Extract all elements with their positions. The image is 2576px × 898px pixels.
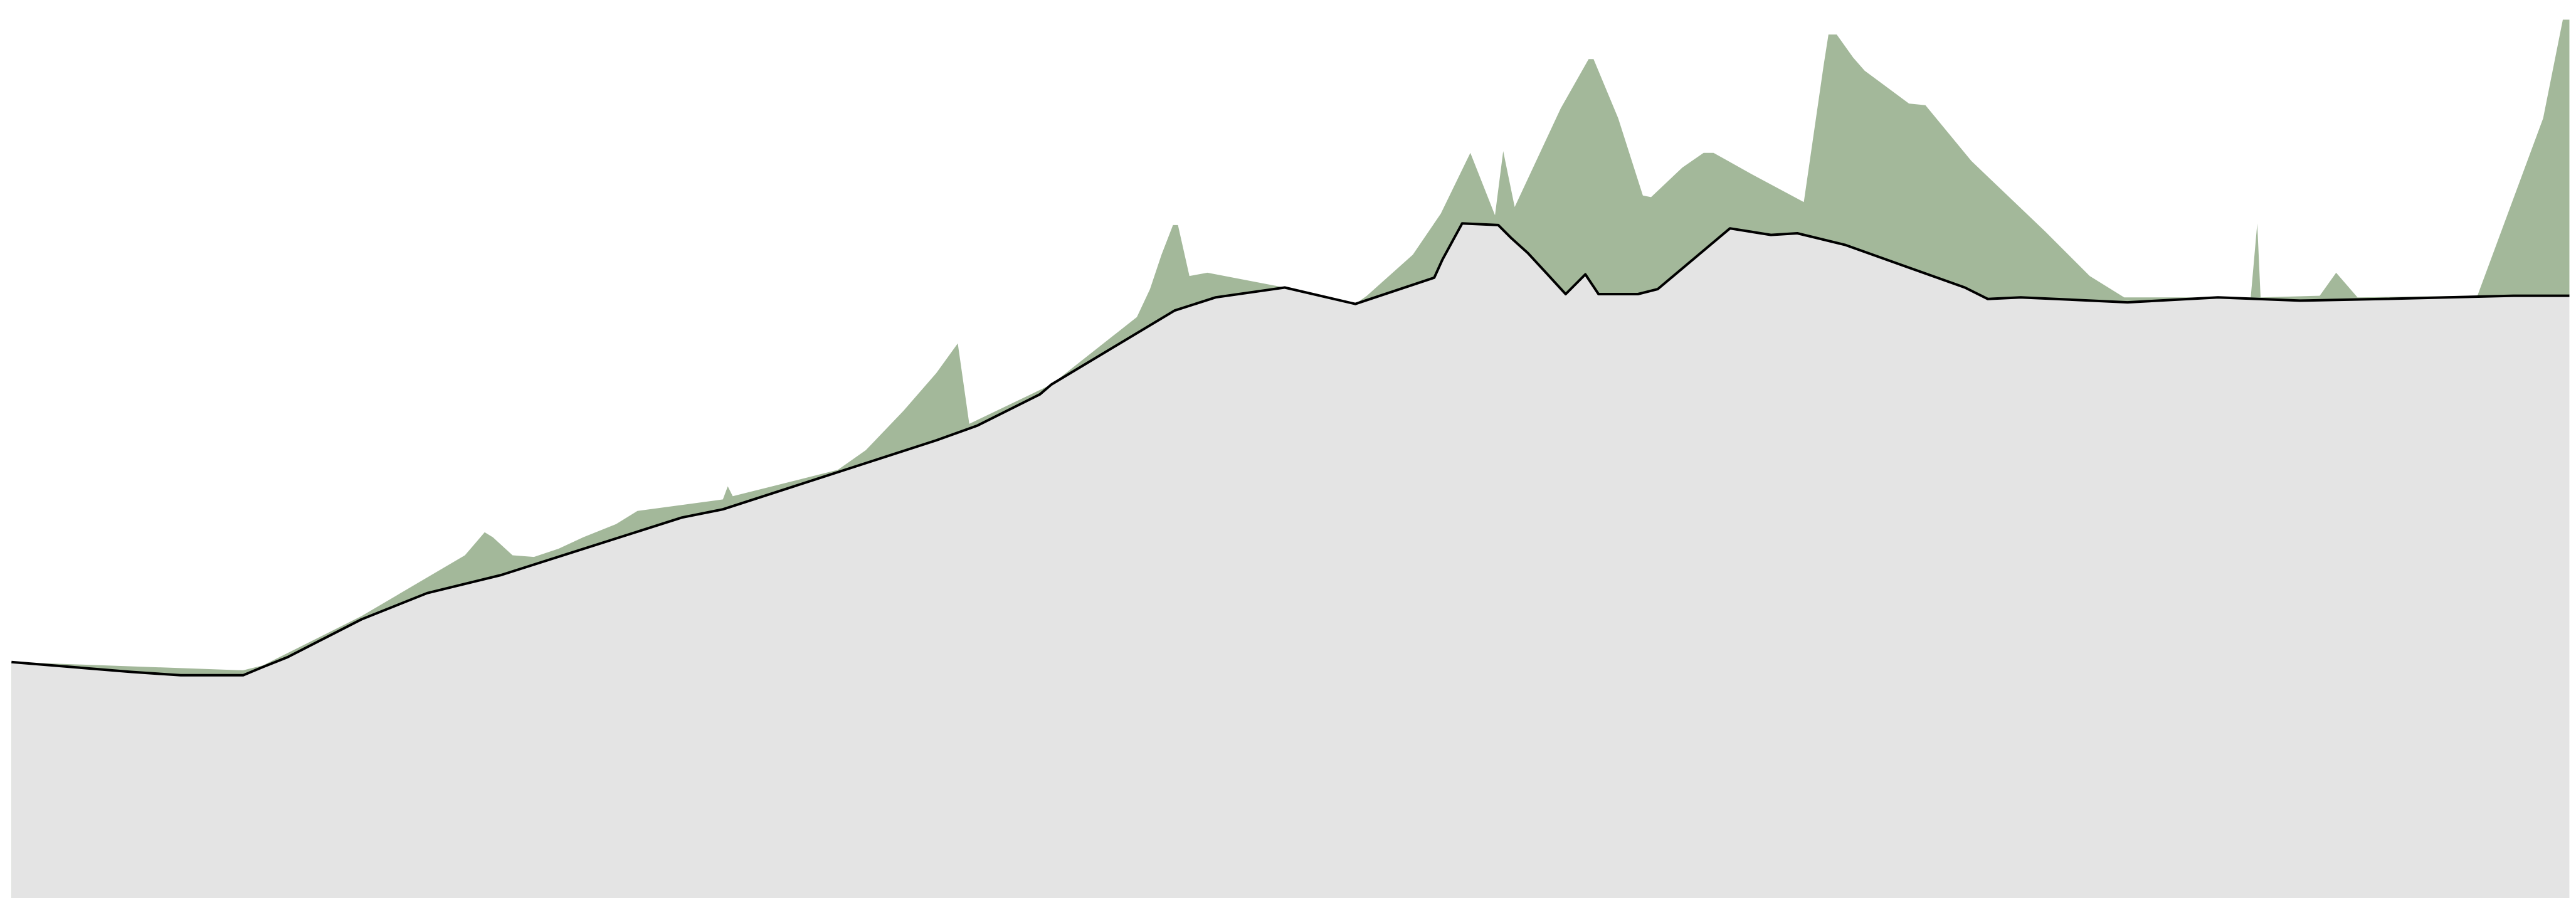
terrain-line <box>11 222 2570 677</box>
terrain-area <box>11 223 2570 898</box>
